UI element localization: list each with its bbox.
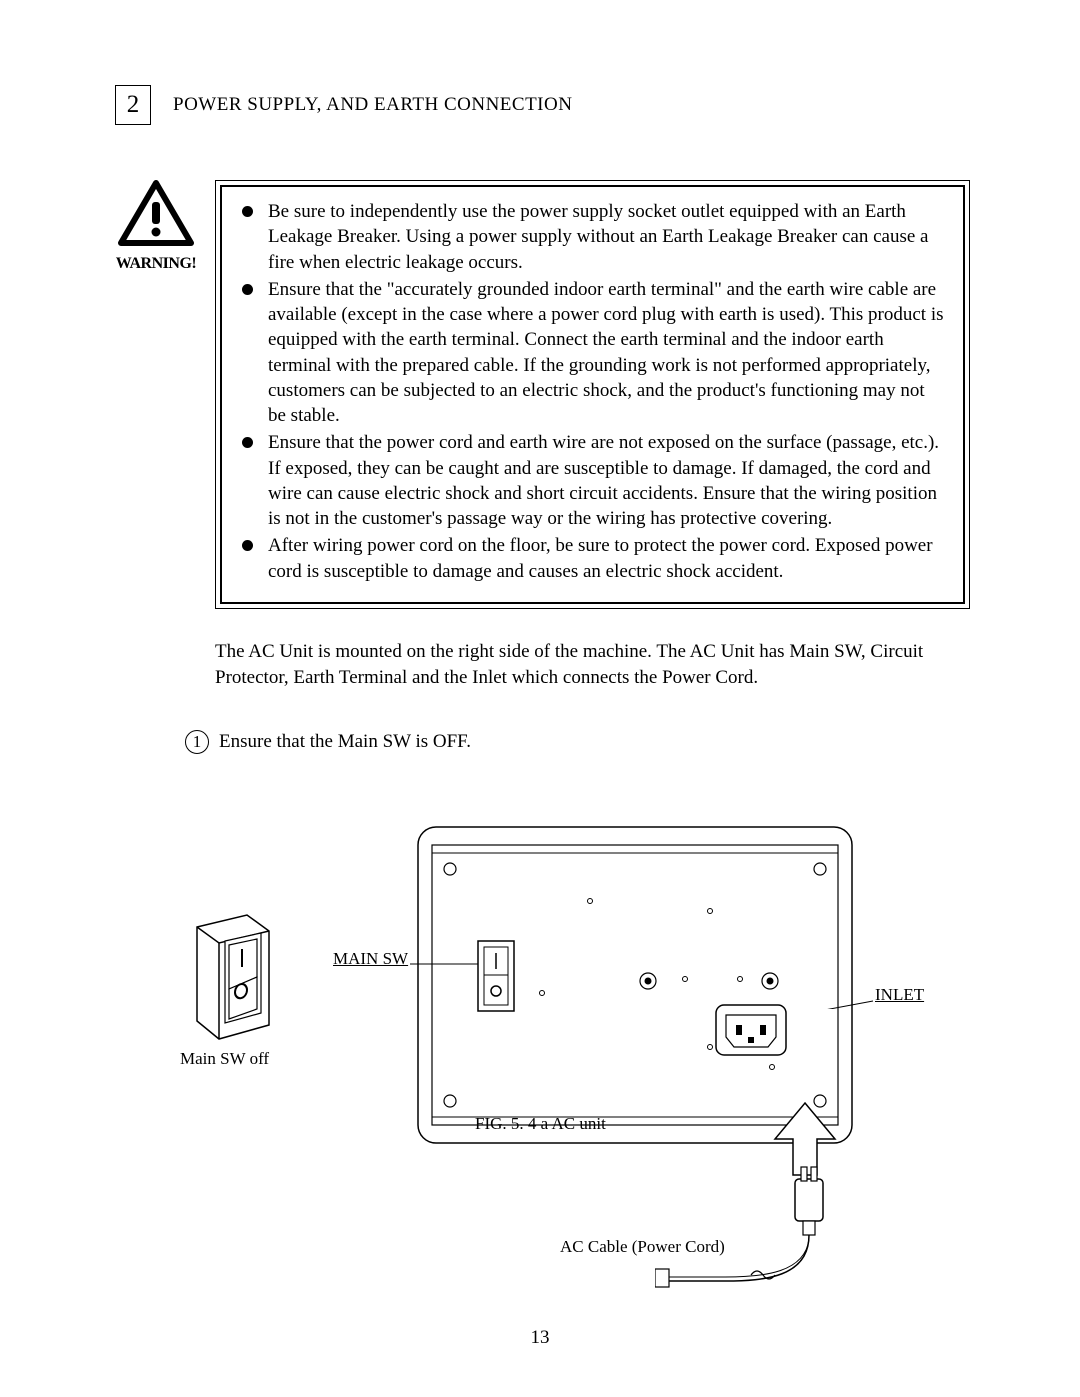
step-number: 1 xyxy=(193,732,202,752)
main-sw-off-illustration xyxy=(185,909,280,1044)
page-number: 13 xyxy=(0,1327,1080,1349)
section-title: POWER SUPPLY, AND EARTH CONNECTION xyxy=(173,94,572,116)
warning-label: WARNING! xyxy=(115,255,197,273)
ac-cable-illustration xyxy=(655,1097,865,1307)
warning-bullet-list: Be sure to independently use the power s… xyxy=(240,199,945,584)
diagram-area: Main SW off xyxy=(115,809,970,1329)
warning-box-inner: Be sure to independently use the power s… xyxy=(220,185,965,604)
ac-cable-label: AC Cable (Power Cord) xyxy=(560,1237,725,1257)
warning-bullet: After wiring power cord on the floor, be… xyxy=(240,533,945,584)
main-sw-leader-line xyxy=(410,957,480,971)
section-number-box: 2 xyxy=(115,85,151,125)
figure-caption: FIG. 5. 4 a AC unit xyxy=(475,1114,606,1134)
section-number: 2 xyxy=(127,91,140,119)
warning-block: WARNING! Be sure to independently use th… xyxy=(115,180,970,609)
warning-triangle-icon xyxy=(117,180,195,248)
warning-bullet: Be sure to independently use the power s… xyxy=(240,199,945,275)
manual-page: 2 POWER SUPPLY, AND EARTH CONNECTION WAR… xyxy=(0,0,1080,1397)
inlet-label: INLET xyxy=(875,985,924,1005)
warning-bullet: Ensure that the power cord and earth wir… xyxy=(240,430,945,531)
warning-icon-column: WARNING! xyxy=(115,180,197,273)
inlet-leader-line xyxy=(787,993,875,1009)
step-row: 1 Ensure that the Main SW is OFF. xyxy=(185,730,970,754)
main-sw-label: MAIN SW xyxy=(333,949,408,969)
warning-box-outer: Be sure to independently use the power s… xyxy=(215,180,970,609)
section-header: 2 POWER SUPPLY, AND EARTH CONNECTION xyxy=(115,85,970,125)
body-paragraph: The AC Unit is mounted on the right side… xyxy=(215,639,970,690)
warning-bullet: Ensure that the "accurately grounded ind… xyxy=(240,277,945,429)
step-text: Ensure that the Main SW is OFF. xyxy=(219,731,471,753)
main-sw-off-caption: Main SW off xyxy=(180,1049,269,1069)
step-number-circle: 1 xyxy=(185,730,209,754)
